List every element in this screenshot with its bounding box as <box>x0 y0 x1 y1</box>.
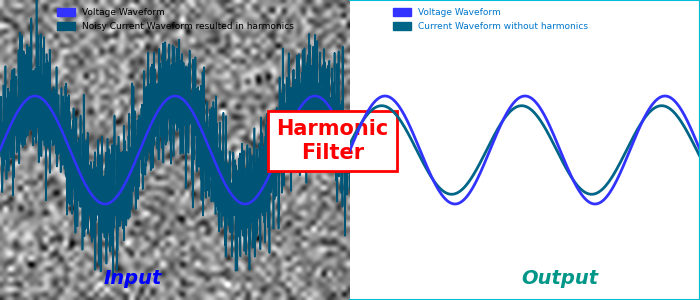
Legend: Voltage Waveform, Noisy Current Waveform resulted in harmonics: Voltage Waveform, Noisy Current Waveform… <box>53 4 298 34</box>
Text: Output: Output <box>522 269 598 289</box>
Legend: Voltage Waveform, Current Waveform without harmonics: Voltage Waveform, Current Waveform witho… <box>389 4 592 34</box>
Text: Harmonic
Filter: Harmonic Filter <box>276 119 388 163</box>
Text: Input: Input <box>104 269 162 289</box>
